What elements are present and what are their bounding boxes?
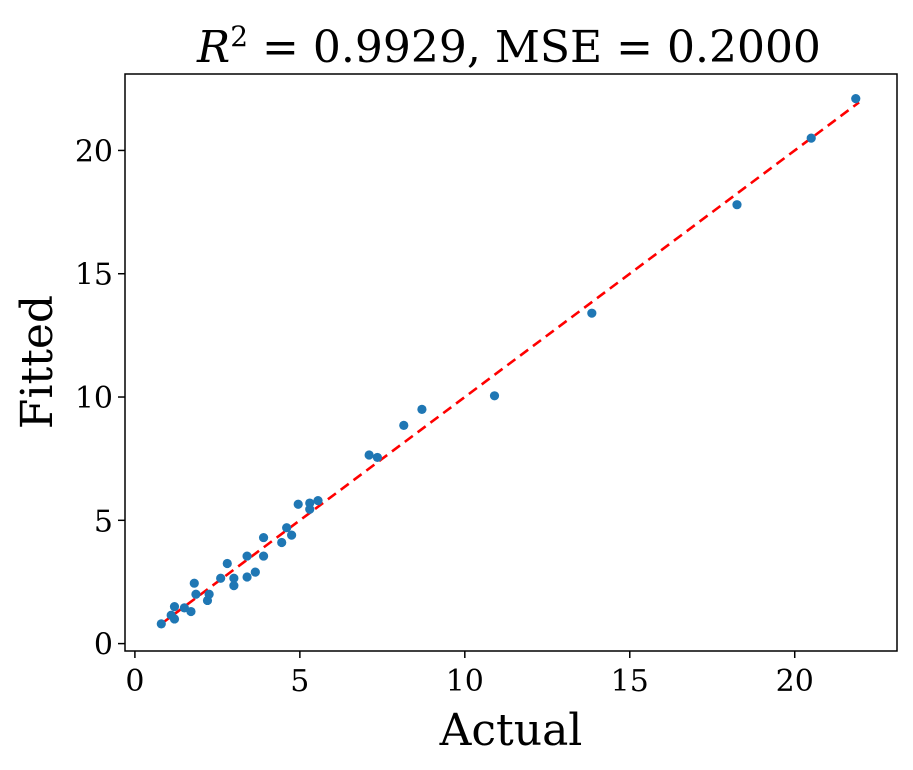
data-points bbox=[156, 94, 861, 629]
x-tick-label: 20 bbox=[776, 664, 814, 699]
data-point bbox=[250, 567, 260, 577]
data-point bbox=[277, 537, 287, 548]
y-tick-label: 0 bbox=[94, 628, 113, 663]
x-axis-ticks: 0 5 10 15 20 bbox=[125, 651, 814, 699]
data-point bbox=[229, 581, 239, 591]
data-point bbox=[851, 94, 861, 104]
data-point bbox=[364, 450, 374, 460]
data-point bbox=[169, 602, 180, 612]
fit-line bbox=[160, 101, 860, 625]
data-point bbox=[313, 495, 323, 506]
data-point bbox=[216, 573, 226, 583]
x-tick-label: 5 bbox=[290, 664, 309, 699]
x-tick-label: 15 bbox=[611, 664, 649, 699]
data-point bbox=[191, 589, 201, 599]
data-point bbox=[282, 523, 292, 533]
title-r2-equals: = bbox=[248, 22, 313, 73]
y-tick-label: 10 bbox=[75, 381, 113, 416]
data-point bbox=[489, 391, 500, 401]
title-mse-value: 0.2000 bbox=[667, 22, 821, 73]
title-mse-label: MSE = bbox=[495, 22, 667, 73]
data-point bbox=[258, 551, 269, 561]
data-point bbox=[732, 200, 742, 210]
data-point bbox=[242, 572, 252, 582]
y-tick-label: 15 bbox=[75, 258, 113, 293]
data-point bbox=[287, 530, 297, 540]
chart-title: R2 = 0.9929, MSE = 0.2000 bbox=[196, 20, 821, 73]
data-point bbox=[169, 614, 180, 624]
x-tick-label: 10 bbox=[446, 664, 484, 699]
data-point bbox=[806, 133, 816, 143]
y-axis-label: Fitted bbox=[12, 295, 63, 429]
title-r2-value: 0.9929 bbox=[313, 22, 467, 73]
data-point bbox=[399, 420, 409, 430]
data-point bbox=[222, 558, 232, 569]
title-r2-exponent: 2 bbox=[230, 20, 248, 53]
data-point bbox=[372, 452, 382, 463]
x-tick-label: 0 bbox=[125, 664, 144, 699]
y-tick-label: 5 bbox=[94, 504, 113, 539]
data-point bbox=[186, 606, 196, 617]
y-axis-ticks: 0 5 10 15 20 bbox=[75, 134, 125, 663]
data-point bbox=[305, 504, 315, 514]
data-point bbox=[189, 578, 199, 588]
data-point bbox=[204, 589, 214, 599]
data-point bbox=[258, 532, 269, 543]
data-point bbox=[156, 619, 166, 629]
data-point bbox=[417, 404, 427, 414]
data-point bbox=[229, 573, 239, 583]
title-separator: , bbox=[467, 22, 495, 73]
plot-frame bbox=[124, 73, 898, 652]
data-point bbox=[242, 551, 252, 561]
x-axis-label: Actual bbox=[439, 705, 583, 756]
fit-line-group bbox=[160, 101, 860, 625]
y-tick-label: 20 bbox=[75, 134, 113, 169]
data-point bbox=[293, 499, 303, 509]
title-r2-symbol: R bbox=[196, 22, 230, 73]
plot-area: 0 5 10 15 20 0 5 10 15 20 bbox=[75, 73, 898, 699]
data-point bbox=[587, 308, 597, 318]
